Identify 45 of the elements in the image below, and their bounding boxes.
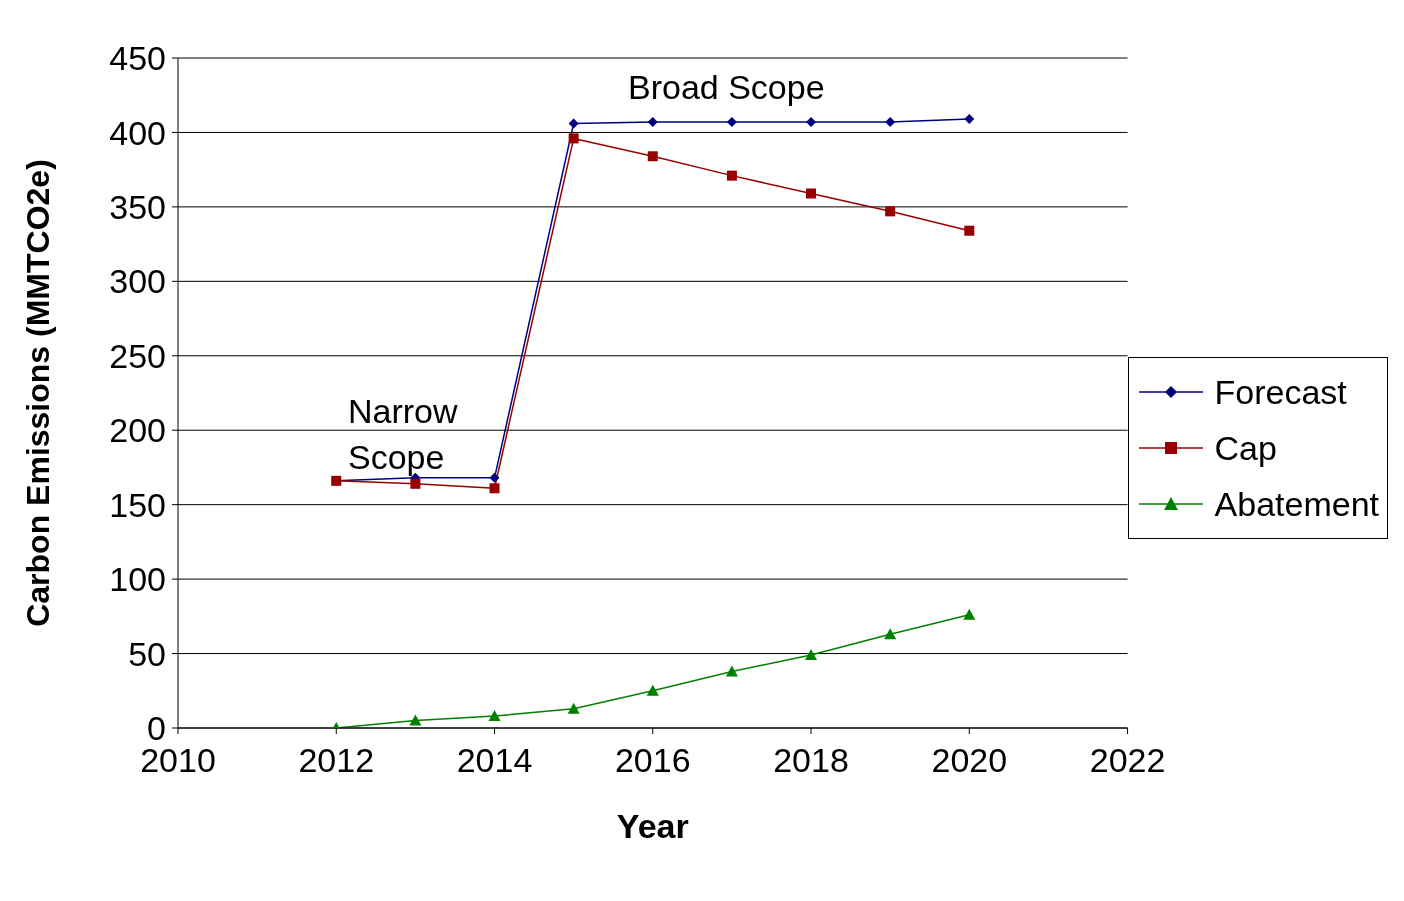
y-tick-label: 150 [109,485,166,524]
point [806,188,817,199]
y-tick-label: 250 [109,336,166,375]
point [568,118,579,129]
point [567,702,580,714]
point [885,117,896,128]
y-tick-label: 50 [128,634,166,673]
x-tick-label: 2012 [298,741,375,780]
y-tick-label: 350 [109,187,166,226]
x-tick-label: 2020 [931,741,1008,780]
annotation: Broad Scope [628,68,825,107]
legend-label: Cap [1214,428,1277,468]
y-tick-label: 200 [109,411,166,450]
point [885,206,896,217]
point [963,608,976,620]
point [964,114,975,125]
y-axis-title: Carbon Emissions (MMTCO2e) [20,159,57,627]
y-tick-label: 300 [109,262,166,301]
legend-label: Abatement [1214,484,1379,524]
point [647,117,658,128]
x-axis-title: Year [616,807,689,845]
point [647,151,658,162]
point [725,665,738,677]
point [409,714,422,726]
point [646,684,659,696]
x-tick-label: 2016 [614,741,691,780]
x-tick-label: 2018 [773,741,849,780]
point [568,133,579,144]
legend-label: Forecast [1214,372,1347,412]
y-tick-label: 400 [109,113,166,152]
point [410,478,421,489]
point [489,483,500,494]
annotation: Narrow Scope [348,391,459,478]
point [806,117,817,128]
y-tick-label: 450 [109,39,166,78]
y-tick-label: 100 [109,560,166,599]
point [726,170,737,181]
point [726,117,737,128]
point [488,710,501,722]
point [964,225,975,236]
point [884,628,897,640]
point [805,649,818,661]
x-tick-label: 2022 [1089,741,1166,780]
point [489,472,500,483]
x-tick-label: 2014 [456,741,533,780]
